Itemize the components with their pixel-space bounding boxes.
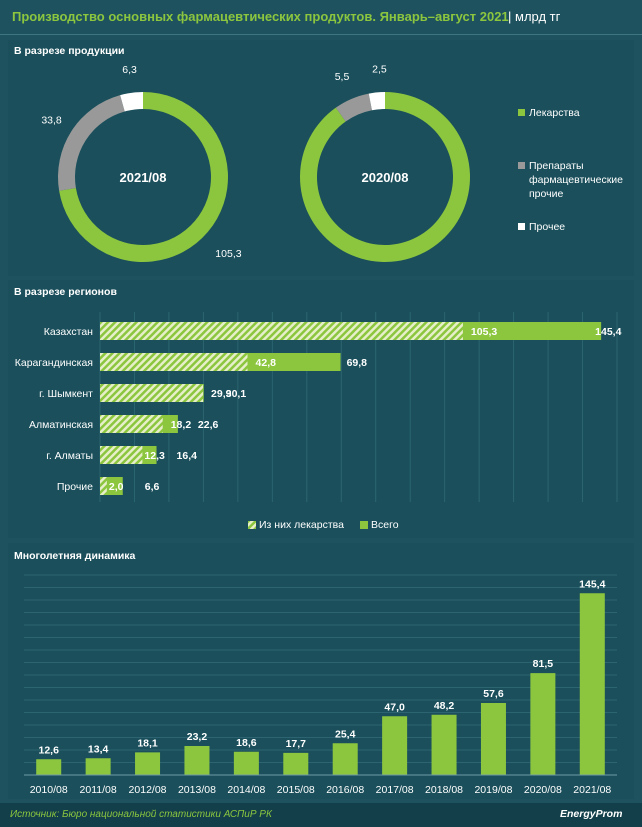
- dyn-bar-0: [36, 759, 62, 775]
- dyn-category-9: 2019/08: [474, 784, 512, 796]
- unit-label: | млрд тг: [508, 9, 561, 24]
- dyn-category-7: 2017/08: [376, 784, 414, 796]
- legend-label-2: Прочее: [529, 221, 565, 233]
- region-legend-swatch-total: [360, 521, 368, 529]
- region-label-total-1: 69,8: [347, 357, 368, 369]
- region-label-medicine-3: 18,2: [171, 419, 192, 431]
- dyn-category-1: 2011/08: [80, 784, 117, 796]
- donut-1-center-label: 2020/08: [362, 170, 409, 185]
- region-category-5: Прочие: [57, 481, 93, 493]
- region-label-medicine-1: 42,8: [256, 357, 277, 369]
- donut-0-label-2: 6,3: [122, 64, 137, 76]
- dyn-category-4: 2014/08: [227, 784, 265, 796]
- donut-1-label-2: 2,5: [372, 63, 387, 75]
- source-text: Источник: Бюро национальной статистики А…: [10, 809, 272, 820]
- donut-1-slice-1: [335, 93, 372, 122]
- section-title-regions: В разрезе регионов: [14, 286, 117, 298]
- region-category-1: Карагандинская: [15, 357, 93, 369]
- region-legend-label-total: Всего: [371, 519, 399, 531]
- dyn-category-2: 2012/08: [129, 784, 167, 796]
- header: Производство основных фармацевтических п…: [0, 0, 642, 35]
- region-bar-medicine-2: [100, 384, 204, 402]
- donut-1-slice-2: [368, 92, 385, 111]
- dyn-value-label-9: 57,6: [483, 688, 504, 700]
- region-category-2: г. Шымкент: [39, 388, 93, 400]
- region-label-medicine-4: 12,3: [144, 450, 165, 462]
- dyn-bar-8: [431, 714, 457, 775]
- donut-0-center-label: 2021/08: [120, 170, 167, 185]
- dyn-category-5: 2015/08: [277, 784, 315, 796]
- region-label-medicine-2: 29,9: [211, 388, 232, 400]
- dyn-value-label-10: 81,5: [533, 658, 554, 670]
- region-label-total-4: 16,4: [177, 450, 198, 462]
- region-label-total-0: 145,4: [595, 326, 621, 338]
- dyn-bar-1: [85, 758, 111, 775]
- dynamics-panel: [8, 543, 634, 799]
- dyn-bar-7: [382, 716, 408, 775]
- donut-0-label-1: 33,8: [41, 115, 62, 127]
- dyn-value-label-3: 23,2: [187, 731, 208, 743]
- dyn-category-8: 2018/08: [425, 784, 463, 796]
- region-legend-label-medicine: Из них лекарства: [259, 519, 344, 531]
- dyn-bar-11: [579, 593, 605, 775]
- dyn-bar-2: [135, 752, 161, 775]
- region-bar-medicine-0: [100, 322, 463, 340]
- region-label-medicine-0: 105,3: [471, 326, 497, 338]
- legend-label-1-line-2: прочие: [529, 188, 563, 200]
- region-bar-medicine-4: [100, 446, 143, 464]
- region-label-total-2: 30,1: [226, 388, 247, 400]
- dyn-bar-5: [283, 752, 309, 775]
- region-category-4: г. Алматы: [46, 450, 93, 462]
- section-title-products: В разрезе продукции: [14, 45, 125, 57]
- donut-0-slice-1: [57, 95, 125, 191]
- dyn-bar-6: [332, 743, 358, 775]
- donut-0-slice-2: [120, 92, 143, 112]
- energyprom-logo: EnergyProm: [560, 808, 623, 820]
- region-category-3: Алматинская: [29, 419, 93, 431]
- dyn-bar-3: [184, 746, 210, 775]
- unit-text: млрд тг: [515, 9, 561, 24]
- region-bar-medicine-5: [100, 477, 107, 495]
- region-label-total-5: 6,6: [145, 481, 160, 493]
- legend-swatch-2: [518, 223, 525, 230]
- regions-bar-chart: Казахстан 105,3 145,4 Карагандинская 42,8 69,…: [15, 312, 622, 531]
- dyn-bar-9: [480, 703, 506, 775]
- dyn-bar-10: [530, 673, 556, 775]
- legend-label-1-line-0: Препараты: [529, 160, 584, 172]
- legend-swatch-1: [518, 162, 525, 169]
- section-title-dynamics: Многолетняя динамика: [14, 550, 136, 562]
- dyn-value-label-5: 17,7: [286, 738, 307, 750]
- dyn-value-label-1: 13,4: [88, 743, 109, 755]
- dyn-value-label-0: 12,6: [38, 744, 59, 756]
- region-label-total-3: 22,6: [198, 419, 219, 431]
- dyn-value-label-7: 47,0: [384, 701, 405, 713]
- donut-1-label-1: 5,5: [335, 71, 350, 83]
- page-title: Производство основных фармацевтических п…: [12, 9, 509, 24]
- products-panel: [8, 40, 634, 276]
- dyn-bar-4: [233, 751, 259, 775]
- region-category-0: Казахстан: [44, 326, 93, 338]
- dyn-category-10: 2020/08: [524, 784, 562, 796]
- dyn-category-3: 2013/08: [178, 784, 216, 796]
- dynamics-bar-chart: 12,6 2010/08 13,4 2011/08 18,1 2012/08 23,2 201…: [24, 574, 617, 796]
- donut-0-label-0: 105,3: [215, 248, 241, 260]
- dyn-value-label-2: 18,1: [137, 737, 158, 749]
- region-bar-medicine-1: [100, 353, 248, 371]
- region-bar-medicine-3: [100, 415, 163, 433]
- donut-charts: 105,333,86,32021/0873,55,52,52020/08Лека…: [41, 63, 623, 262]
- legend-label-0: Лекарства: [529, 107, 580, 119]
- dyn-category-6: 2016/08: [326, 784, 364, 796]
- dyn-value-label-4: 18,6: [236, 737, 257, 749]
- dyn-value-label-11: 145,4: [579, 578, 605, 590]
- legend-swatch-0: [518, 109, 525, 116]
- dyn-value-label-8: 48,2: [434, 700, 455, 712]
- legend-label-1-line-1: фармацевтические: [529, 174, 623, 186]
- region-legend-swatch-medicine: [248, 521, 256, 529]
- dyn-value-label-6: 25,4: [335, 728, 356, 740]
- footer: Источник: Бюро национальной статистики А…: [0, 803, 642, 827]
- region-label-medicine-5: 2,0: [109, 481, 124, 493]
- dyn-category-0: 2010/08: [30, 784, 68, 796]
- dyn-category-11: 2021/08: [573, 784, 611, 796]
